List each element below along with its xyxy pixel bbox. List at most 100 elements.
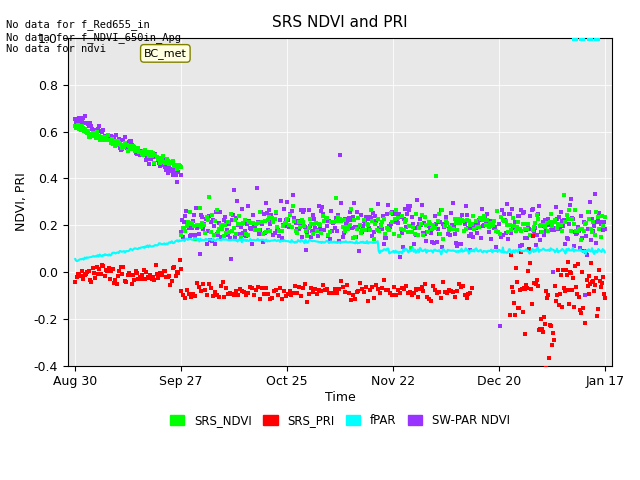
Point [76, 126, 86, 133]
Point [104, 136, 115, 144]
Point [76, 273, 86, 280]
Point [216, 283, 226, 290]
Point [404, 206, 415, 214]
Point [358, 217, 369, 225]
Point [269, 216, 280, 223]
Point [170, 168, 180, 176]
Point [532, 211, 542, 219]
Point [514, 304, 524, 312]
Point [505, 221, 515, 228]
Point [118, 263, 129, 271]
Point [147, 276, 157, 283]
Point [85, 119, 95, 127]
Point [296, 206, 306, 214]
Point [161, 273, 172, 281]
Point [231, 214, 241, 222]
Point [586, 226, 596, 233]
Point [324, 235, 335, 243]
Point [230, 233, 241, 241]
Point [387, 208, 397, 216]
Point [529, 224, 540, 231]
Point [437, 243, 447, 251]
Point [301, 228, 311, 235]
Point [575, 306, 585, 314]
Point [458, 282, 468, 289]
Point [349, 296, 360, 303]
Point [415, 285, 425, 293]
Point [106, 132, 116, 140]
Point [506, 226, 516, 234]
Point [345, 208, 355, 216]
Point [570, 228, 580, 235]
Point [577, 34, 587, 42]
Point [435, 230, 445, 238]
Point [568, 216, 578, 223]
Point [335, 277, 346, 285]
Point [113, 137, 123, 145]
Point [72, 119, 83, 127]
Point [85, 133, 95, 141]
Point [112, 138, 122, 146]
Point [554, 301, 564, 309]
Point [371, 217, 381, 225]
Point [122, 271, 132, 278]
Point [218, 278, 228, 286]
Point [351, 233, 362, 240]
Point [150, 151, 161, 159]
Point [218, 232, 228, 240]
Point [134, 149, 145, 157]
Point [506, 251, 516, 259]
Point [249, 291, 259, 299]
Point [519, 220, 529, 228]
Point [522, 225, 532, 232]
Point [516, 249, 526, 256]
Point [560, 218, 570, 226]
Point [257, 220, 267, 228]
Point [456, 283, 466, 290]
Point [579, 218, 589, 226]
Point [286, 291, 296, 299]
Point [237, 229, 248, 237]
Point [547, 222, 557, 230]
Point [184, 224, 194, 231]
Point [221, 226, 232, 233]
Point [196, 211, 207, 219]
Point [248, 219, 259, 227]
Point [157, 156, 167, 164]
Point [150, 150, 161, 158]
Point [262, 290, 273, 298]
Point [358, 222, 368, 230]
Point [111, 131, 121, 138]
Point [141, 156, 151, 164]
Point [188, 217, 198, 225]
Point [379, 216, 389, 223]
Point [539, 222, 549, 229]
Point [129, 143, 139, 151]
Point [469, 226, 479, 233]
Point [117, 144, 127, 152]
Point [504, 211, 515, 218]
Point [335, 151, 346, 159]
Point [228, 211, 238, 218]
Point [127, 143, 137, 151]
Point [144, 160, 154, 168]
Point [465, 289, 476, 297]
Point [556, 208, 566, 216]
Point [401, 216, 412, 224]
Point [147, 152, 157, 160]
Point [518, 220, 528, 228]
Point [245, 224, 255, 232]
Point [577, 234, 588, 241]
Point [464, 232, 474, 240]
Point [321, 216, 331, 224]
Point [594, 225, 604, 232]
Point [458, 227, 468, 235]
Point [499, 210, 509, 218]
Point [434, 210, 444, 218]
Point [592, 34, 602, 42]
Point [430, 286, 440, 294]
Point [400, 218, 410, 226]
Point [220, 221, 230, 228]
Point [508, 288, 518, 296]
Point [538, 313, 548, 321]
